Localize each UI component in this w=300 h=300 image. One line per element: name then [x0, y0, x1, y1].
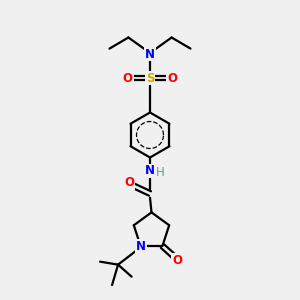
Text: H: H — [156, 166, 165, 179]
Text: O: O — [124, 176, 134, 189]
Text: N: N — [145, 47, 155, 61]
Text: N: N — [145, 164, 155, 178]
Text: O: O — [123, 71, 133, 85]
Text: N: N — [136, 239, 146, 253]
Text: O: O — [172, 254, 182, 267]
Text: S: S — [146, 71, 154, 85]
Text: O: O — [167, 71, 177, 85]
